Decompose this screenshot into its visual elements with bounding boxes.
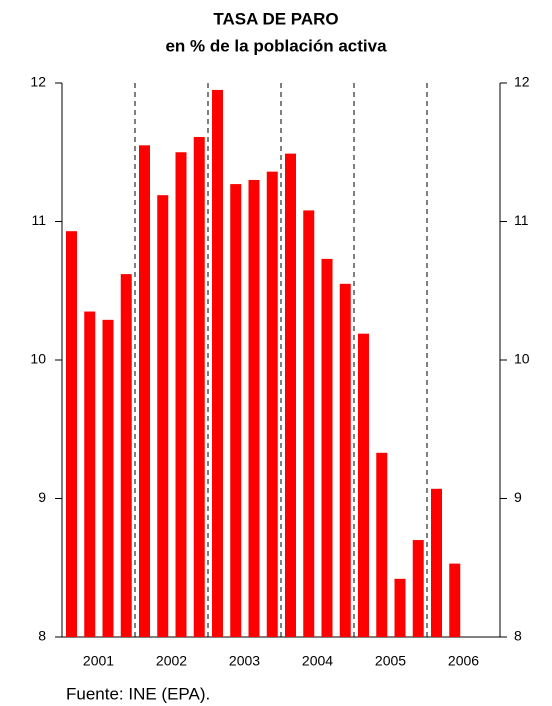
bar bbox=[193, 137, 205, 637]
bar bbox=[449, 563, 461, 637]
bar bbox=[321, 258, 333, 637]
bar bbox=[339, 283, 351, 637]
x-tick-label: 2005 bbox=[375, 653, 406, 669]
source-note: Fuente: INE (EPA). bbox=[66, 684, 210, 703]
bar bbox=[376, 452, 388, 637]
x-tick-label: 2006 bbox=[448, 653, 479, 669]
bar bbox=[230, 184, 242, 638]
y-tick-label: 9 bbox=[38, 489, 46, 505]
bar bbox=[84, 311, 96, 637]
bar bbox=[120, 274, 132, 637]
bar bbox=[175, 152, 187, 637]
bar bbox=[212, 89, 223, 638]
y-tick-label: 12 bbox=[30, 74, 46, 90]
bar bbox=[248, 179, 260, 637]
y2-tick-label: 8 bbox=[514, 628, 522, 644]
bar bbox=[66, 231, 77, 637]
y2-tick-label: 11 bbox=[514, 212, 529, 228]
bar bbox=[102, 319, 114, 637]
x-tick-label: 2004 bbox=[302, 653, 333, 669]
x-tick-label: 2001 bbox=[83, 653, 114, 669]
bar bbox=[266, 171, 278, 637]
bar bbox=[157, 195, 169, 637]
bar bbox=[358, 333, 369, 637]
y2-tick-label: 10 bbox=[514, 351, 530, 367]
y-tick-label: 11 bbox=[31, 212, 46, 228]
y2-tick-label: 9 bbox=[514, 489, 522, 505]
chart-subtitle: en % de la población activa bbox=[165, 36, 387, 55]
bar bbox=[412, 540, 424, 637]
bar bbox=[394, 578, 406, 637]
y2-tick-label: 12 bbox=[514, 74, 530, 90]
x-tick-label: 2003 bbox=[229, 653, 260, 669]
bar bbox=[139, 145, 150, 637]
y-tick-label: 8 bbox=[38, 628, 46, 644]
chart-title: TASA DE PARO bbox=[213, 9, 338, 28]
y-tick-label: 10 bbox=[30, 351, 46, 367]
bar bbox=[285, 153, 296, 637]
bar bbox=[431, 488, 442, 637]
bar bbox=[303, 210, 315, 638]
x-tick-label: 2002 bbox=[156, 653, 187, 669]
